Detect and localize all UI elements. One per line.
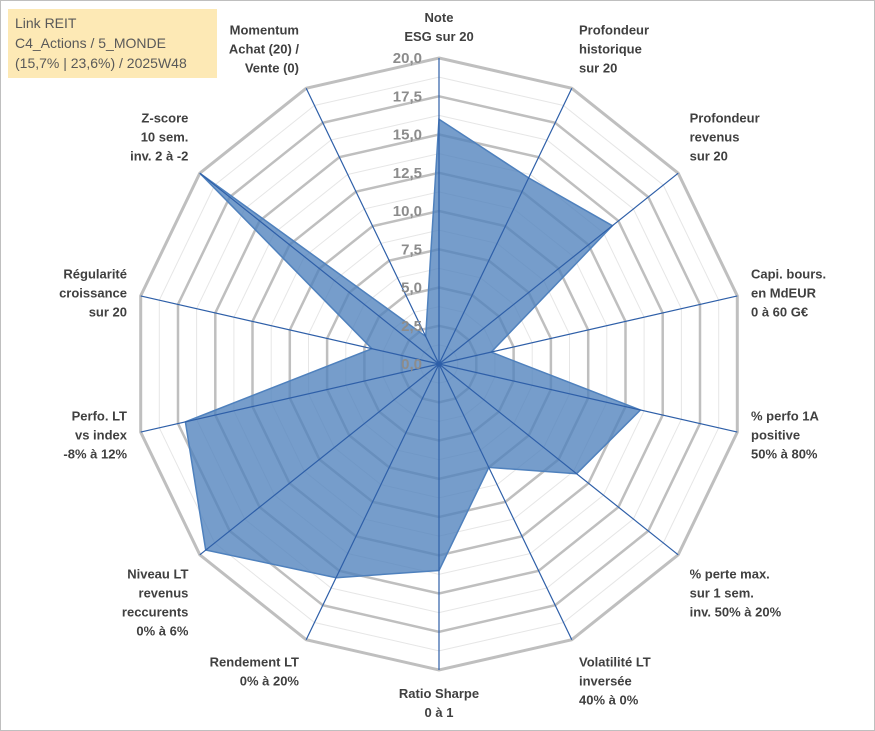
tick-label: 5,0 — [401, 280, 422, 297]
axis-label-line: Profondeur — [579, 23, 649, 38]
axis-label-line: 50% à 80% — [751, 446, 818, 461]
spoke-line — [438, 363, 679, 556]
axis-label-line: vs index — [75, 427, 128, 442]
title-line-2: C4_Actions / 5_MONDE — [15, 35, 166, 51]
axis-label-line: Note — [425, 10, 454, 25]
axis-label-line: historique — [579, 42, 642, 57]
axis-label-line: -8% à 12% — [63, 446, 127, 461]
tick-label: 12,5 — [393, 165, 422, 182]
spoke-line — [305, 363, 440, 640]
axis-label-line: Profondeur — [690, 111, 760, 126]
axis-label-line: sur 20 — [690, 149, 728, 164]
axis-label-0: Note ESG sur 20 — [404, 10, 473, 44]
axis-label-line: ESG sur 20 — [404, 29, 473, 44]
tick-label: 10,0 — [393, 203, 422, 220]
axis-label-13: Momentum Achat (20) / Vente (0) — [229, 23, 299, 76]
tick-label: 2,5 — [401, 318, 422, 335]
axis-label-line: Momentum — [230, 23, 299, 38]
axis-label-line: Capi. bours. — [751, 267, 826, 282]
axis-label-11: Régularité croissance sur 20 — [59, 267, 127, 320]
axis-label-line: Achat (20) / — [229, 42, 299, 57]
axis-label-line: revenus — [139, 585, 189, 600]
axis-label-line: Niveau LT — [127, 566, 188, 581]
axis-label-9: Niveau LT revenus reccurents 0% à 6% — [122, 566, 189, 638]
spoke-line — [199, 363, 440, 556]
tick-label: 20,0 — [393, 50, 422, 67]
radial-tick-labels: 0,0 2,5 5,0 7,5 10,0 12,5 15,0 17,5 20,0 — [393, 50, 422, 373]
axis-label-line: reccurents — [122, 604, 188, 619]
axis-label-6: Volatilité LT inversée 40% à 0% — [579, 655, 651, 708]
spoke-line — [438, 88, 573, 365]
axis-label-line: % perte max. — [690, 566, 770, 581]
axis-label-line: Z-score — [141, 111, 188, 126]
axis-label-2: Profondeur revenus sur 20 — [690, 111, 760, 164]
radar-spokes — [140, 58, 738, 670]
axis-label-10: Perfo. LT vs index -8% à 12% — [63, 408, 127, 461]
axis-label-line: Volatilité LT — [579, 655, 651, 670]
axis-label-line: 10 sem. — [141, 130, 189, 145]
spoke-line — [438, 363, 573, 640]
axis-label-line: inversée — [579, 674, 632, 689]
spoke-line — [199, 172, 440, 365]
spoke-line — [438, 363, 738, 433]
spoke-line — [140, 295, 440, 365]
axis-label-line: en MdEUR — [751, 286, 817, 301]
axis-label-line: croissance — [59, 286, 127, 301]
axis-label-line: sur 20 — [579, 61, 617, 76]
tick-label: 7,5 — [401, 241, 422, 258]
spoke-line — [305, 88, 440, 365]
axis-label-line: 40% à 0% — [579, 693, 639, 708]
axis-label-line: revenus — [690, 130, 740, 145]
axis-label-line: 0 à 1 — [425, 705, 454, 720]
axis-label-line: inv. 2 à -2 — [130, 149, 188, 164]
spoke-line — [438, 172, 679, 365]
axis-label-line: 0% à 6% — [136, 623, 188, 638]
spoke-line — [438, 295, 738, 365]
axis-label-line: sur 20 — [89, 305, 127, 320]
title-line-1: Link REIT — [15, 15, 77, 31]
axis-label-7: Ratio Sharpe 0 à 1 — [399, 686, 479, 720]
tick-label: 15,0 — [393, 127, 422, 144]
axis-label-5: % perte max. sur 1 sem. inv. 50% à 20% — [690, 566, 782, 619]
axis-label-line: Ratio Sharpe — [399, 686, 479, 701]
title-line-3: (15,7% | 23,6%) / 2025W48 — [15, 55, 187, 71]
axis-label-line: Rendement LT — [210, 655, 299, 670]
axis-label-4: % perfo 1A positive 50% à 80% — [751, 408, 820, 461]
axis-labels: Note ESG sur 20 Profondeur historique sur 20… — [59, 10, 826, 720]
axis-label-line: % perfo 1A — [751, 408, 820, 423]
axis-label-line: positive — [751, 427, 800, 442]
axis-label-line: sur 1 sem. — [690, 585, 754, 600]
axis-label-line: 0% à 20% — [240, 674, 300, 689]
axis-label-8: Rendement LT 0% à 20% — [210, 655, 300, 689]
tick-label: 17,5 — [393, 88, 422, 105]
axis-label-line: Régularité — [63, 267, 127, 282]
axis-label-line: 0 à 60 G€ — [751, 305, 808, 320]
axis-label-1: Profondeur historique sur 20 — [579, 23, 649, 76]
tick-label: 0,0 — [401, 356, 422, 373]
axis-label-line: Vente (0) — [245, 61, 299, 76]
axis-label-line: Perfo. LT — [72, 408, 127, 423]
axis-label-3: Capi. bours. en MdEUR 0 à 60 G€ — [751, 267, 826, 320]
axis-label-12: Z-score 10 sem. inv. 2 à -2 — [130, 111, 188, 164]
chart-title-box: Link REIT C4_Actions / 5_MONDE (15,7% | … — [8, 9, 217, 78]
axis-label-line: inv. 50% à 20% — [690, 604, 782, 619]
spoke-line — [140, 363, 440, 433]
